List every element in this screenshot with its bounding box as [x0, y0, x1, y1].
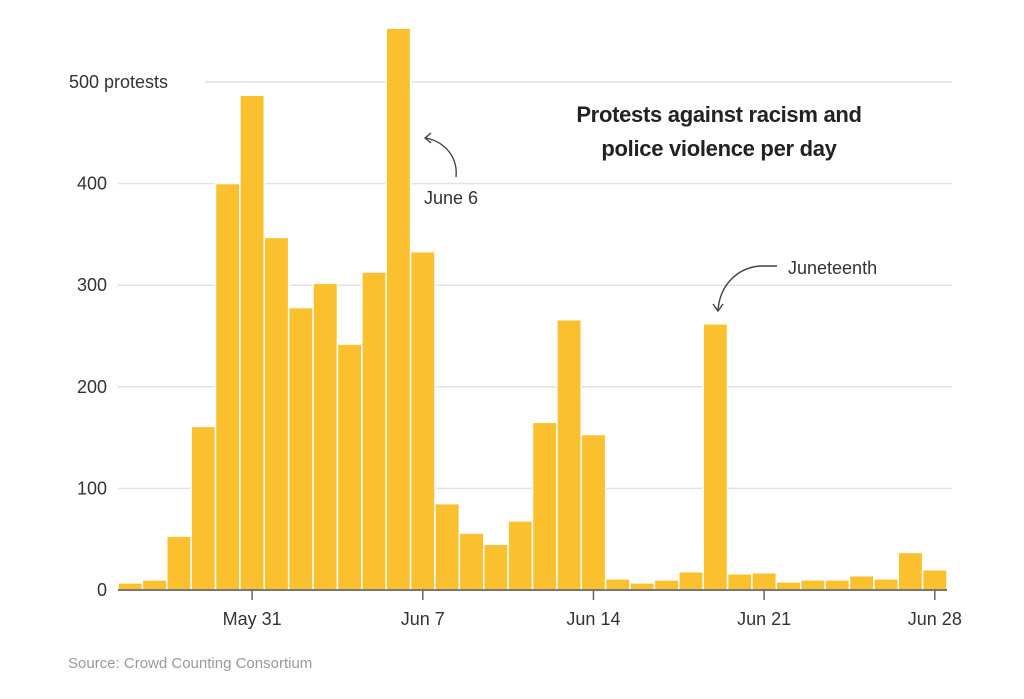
- bar: [580, 433, 607, 591]
- annotation-arrow-icon: [425, 137, 457, 178]
- bar: [287, 306, 314, 591]
- annotation-label: June 6: [424, 188, 478, 208]
- bar: [385, 27, 412, 591]
- bar: [629, 582, 656, 591]
- x-tick-label: Jun 21: [737, 609, 791, 629]
- bars: [117, 27, 948, 591]
- arrowhead-icon: [712, 303, 724, 313]
- bar: [141, 579, 168, 591]
- x-axis: May 31 Jun 7 Jun 14 Jun 21 Jun 28: [118, 589, 962, 629]
- bar: [190, 425, 217, 591]
- protests-bar-chart: May 31 Jun 7 Jun 14 Jun 21 Jun 28 0 100 200 300…: [69, 27, 962, 629]
- bar: [361, 271, 387, 591]
- bar: [848, 575, 875, 591]
- bar: [507, 520, 534, 591]
- y-axis: 0 100 200 300 400 500 protests: [69, 72, 168, 600]
- y-tick-label: 300: [77, 275, 107, 295]
- chart-title-line-2: police violence per day: [601, 136, 837, 161]
- bar: [678, 570, 704, 591]
- bar: [531, 421, 558, 591]
- bar: [604, 578, 631, 591]
- bar: [239, 94, 266, 591]
- bar: [897, 551, 924, 591]
- bar: [556, 318, 583, 591]
- bar: [214, 182, 241, 591]
- y-tick-label: 200: [77, 377, 107, 397]
- annotation-arrow-icon: [717, 265, 777, 311]
- chart-title: Protests against racism and police viole…: [576, 102, 862, 161]
- bar: [263, 236, 290, 591]
- annotation-june-6: June 6: [423, 132, 478, 208]
- bar: [799, 579, 826, 591]
- arrowhead-icon: [423, 132, 432, 144]
- bar: [824, 579, 851, 591]
- bar: [751, 571, 778, 591]
- bar: [482, 543, 509, 591]
- y-tick-label: 400: [77, 174, 107, 194]
- bar: [702, 323, 729, 591]
- bar: [166, 535, 192, 591]
- annotation-juneteenth: Juneteenth: [712, 258, 877, 313]
- source-note: Source: Crowd Counting Consortium: [68, 655, 313, 672]
- bar: [458, 532, 485, 591]
- x-tick-label: Jun 7: [401, 609, 445, 629]
- bar: [312, 282, 339, 591]
- bar: [117, 582, 144, 591]
- x-tick-label: Jun 28: [908, 609, 962, 629]
- bar: [336, 343, 363, 591]
- annotation-label: Juneteenth: [788, 258, 877, 278]
- bar: [921, 568, 948, 591]
- x-tick-label: Jun 14: [566, 609, 620, 629]
- bar: [873, 578, 899, 591]
- y-tick-label: 100: [77, 478, 107, 498]
- y-tick-label: 500 protests: [69, 72, 168, 92]
- chart-title-line-1: Protests against racism and: [576, 102, 861, 127]
- bar: [726, 572, 753, 591]
- x-tick-label: May 31: [223, 609, 282, 629]
- bar: [434, 502, 461, 591]
- bar: [409, 250, 436, 591]
- bar: [775, 581, 802, 591]
- y-tick-label: 0: [97, 580, 107, 600]
- bar: [653, 579, 680, 591]
